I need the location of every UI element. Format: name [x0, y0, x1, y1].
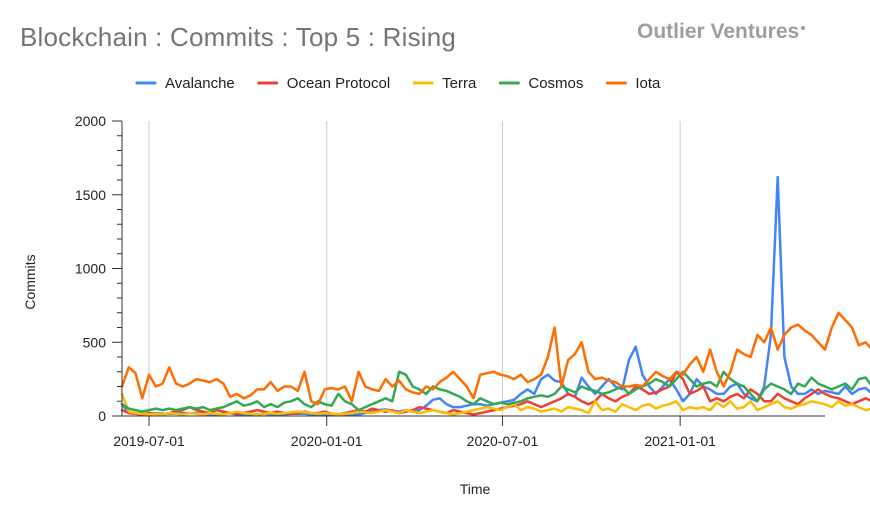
axes: 2019-07-01 2020-01-01 2020-07-01 2021-01-01… [75, 113, 825, 449]
brand-logo: Outlier Ventures [637, 20, 806, 44]
y-tick-label: 1000 [75, 261, 106, 277]
series-line-terra [120, 392, 870, 416]
legend-label-terra: Terra [442, 75, 477, 92]
y-tick-label: 1500 [75, 187, 106, 203]
legend-label-ocean-protocol: Ocean Protocol [287, 75, 390, 92]
legend-label-iota: Iota [635, 75, 661, 92]
series-line-avalanche [120, 175, 870, 417]
x-tick-label: 2019-07-01 [113, 433, 185, 449]
grid-lines [148, 121, 681, 416]
y-tick-label: 0 [98, 408, 106, 424]
brand-logo-dot [801, 26, 806, 30]
y-tick-label: 500 [83, 334, 107, 350]
series-line-iota [120, 311, 870, 406]
x-axis-label: Time [460, 481, 491, 497]
x-tick-label: 2020-01-01 [291, 433, 363, 449]
chart-title: Blockchain : Commits : Top 5 : Rising [20, 22, 457, 52]
series-line-ocean-protocol [120, 370, 870, 416]
series-line-cosmos [120, 370, 870, 413]
legend-label-avalanche: Avalanche [165, 75, 235, 92]
series-lines [120, 175, 870, 417]
y-axis-label: Commits [22, 254, 38, 309]
x-tick-label: 2020-07-01 [467, 433, 539, 449]
x-tick-label: 2021-01-01 [644, 433, 716, 449]
brand-logo-text: Outlier Ventures [637, 20, 800, 43]
legend: Avalanche Ocean Protocol Terra Cosmos Iota [135, 75, 661, 92]
y-tick-label: 2000 [75, 113, 106, 129]
legend-label-cosmos: Cosmos [528, 75, 583, 92]
